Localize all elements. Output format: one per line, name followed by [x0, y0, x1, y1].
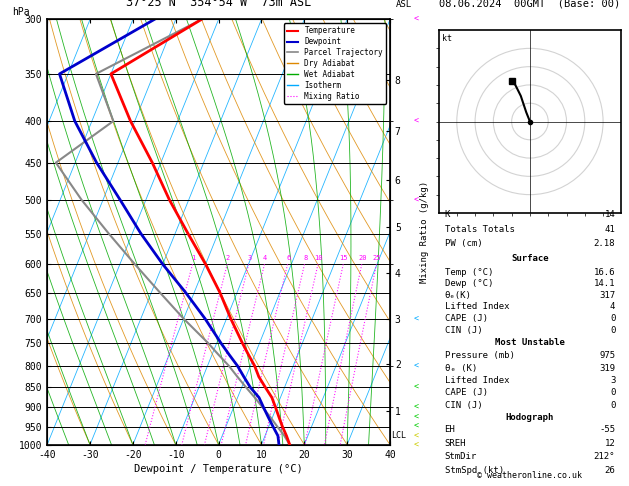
Text: Most Unstable: Most Unstable [495, 338, 565, 347]
Text: hPa: hPa [13, 7, 30, 17]
Text: 317: 317 [599, 291, 615, 300]
Text: Mixing Ratio (g/kg): Mixing Ratio (g/kg) [420, 181, 429, 283]
Text: 41: 41 [604, 225, 615, 234]
Text: km
ASL: km ASL [396, 0, 413, 9]
Text: 4: 4 [263, 255, 267, 261]
Text: CAPE (J): CAPE (J) [445, 388, 487, 397]
Text: 0: 0 [610, 326, 615, 335]
Text: 08.06.2024  00GMT  (Base: 00): 08.06.2024 00GMT (Base: 00) [439, 0, 621, 9]
Text: <: < [414, 362, 419, 370]
Text: Surface: Surface [511, 254, 548, 263]
Text: <: < [414, 383, 419, 392]
Text: 16.6: 16.6 [594, 267, 615, 277]
Text: <: < [414, 15, 419, 24]
Text: CIN (J): CIN (J) [445, 400, 482, 410]
Text: <: < [414, 413, 419, 422]
Text: 0: 0 [610, 388, 615, 397]
Text: θₑ (K): θₑ (K) [445, 364, 477, 373]
Text: Lifted Index: Lifted Index [445, 302, 509, 312]
Text: <: < [414, 117, 419, 125]
Text: 0: 0 [610, 314, 615, 323]
Text: 14.1: 14.1 [594, 279, 615, 288]
Text: θₑ(K): θₑ(K) [445, 291, 472, 300]
Text: 37°25'N  354°54'W  73m ASL: 37°25'N 354°54'W 73m ASL [126, 0, 311, 9]
Text: StmDir: StmDir [445, 452, 477, 461]
Text: PW (cm): PW (cm) [445, 239, 482, 248]
Text: 10: 10 [314, 255, 323, 261]
Text: © weatheronline.co.uk: © weatheronline.co.uk [477, 471, 582, 481]
Text: 319: 319 [599, 364, 615, 373]
Text: 15: 15 [340, 255, 348, 261]
Text: 26: 26 [604, 466, 615, 475]
Text: <: < [414, 440, 419, 449]
Text: LCL: LCL [391, 431, 406, 440]
Text: Lifted Index: Lifted Index [445, 376, 509, 385]
Text: EH: EH [445, 425, 455, 434]
Text: StmSpd (kt): StmSpd (kt) [445, 466, 504, 475]
Text: 3: 3 [610, 376, 615, 385]
Text: -55: -55 [599, 425, 615, 434]
Text: 12: 12 [604, 439, 615, 448]
Text: 212°: 212° [594, 452, 615, 461]
Text: 1: 1 [191, 255, 196, 261]
Text: Pressure (mb): Pressure (mb) [445, 351, 515, 360]
Text: 3: 3 [247, 255, 252, 261]
Text: 2.18: 2.18 [594, 239, 615, 248]
Text: 14: 14 [604, 210, 615, 219]
X-axis label: Dewpoint / Temperature (°C): Dewpoint / Temperature (°C) [134, 464, 303, 474]
Text: <: < [414, 403, 419, 412]
Text: CAPE (J): CAPE (J) [445, 314, 487, 323]
Text: CIN (J): CIN (J) [445, 326, 482, 335]
Text: 975: 975 [599, 351, 615, 360]
Text: <: < [414, 431, 419, 440]
Text: <: < [414, 422, 419, 431]
Text: Totals Totals: Totals Totals [445, 225, 515, 234]
Text: 8: 8 [303, 255, 308, 261]
Text: Hodograph: Hodograph [506, 413, 554, 422]
Text: 0: 0 [610, 400, 615, 410]
Text: 4: 4 [610, 302, 615, 312]
Text: 20: 20 [358, 255, 367, 261]
Text: 6: 6 [286, 255, 291, 261]
Text: K: K [445, 210, 450, 219]
Text: kt: kt [442, 34, 452, 43]
Text: <: < [414, 314, 419, 323]
Text: 25: 25 [373, 255, 381, 261]
Text: <: < [414, 195, 419, 205]
Legend: Temperature, Dewpoint, Parcel Trajectory, Dry Adiabat, Wet Adiabat, Isotherm, Mi: Temperature, Dewpoint, Parcel Trajectory… [284, 23, 386, 104]
Text: Dewp (°C): Dewp (°C) [445, 279, 493, 288]
Text: SREH: SREH [445, 439, 466, 448]
Text: Temp (°C): Temp (°C) [445, 267, 493, 277]
Text: 2: 2 [226, 255, 230, 261]
